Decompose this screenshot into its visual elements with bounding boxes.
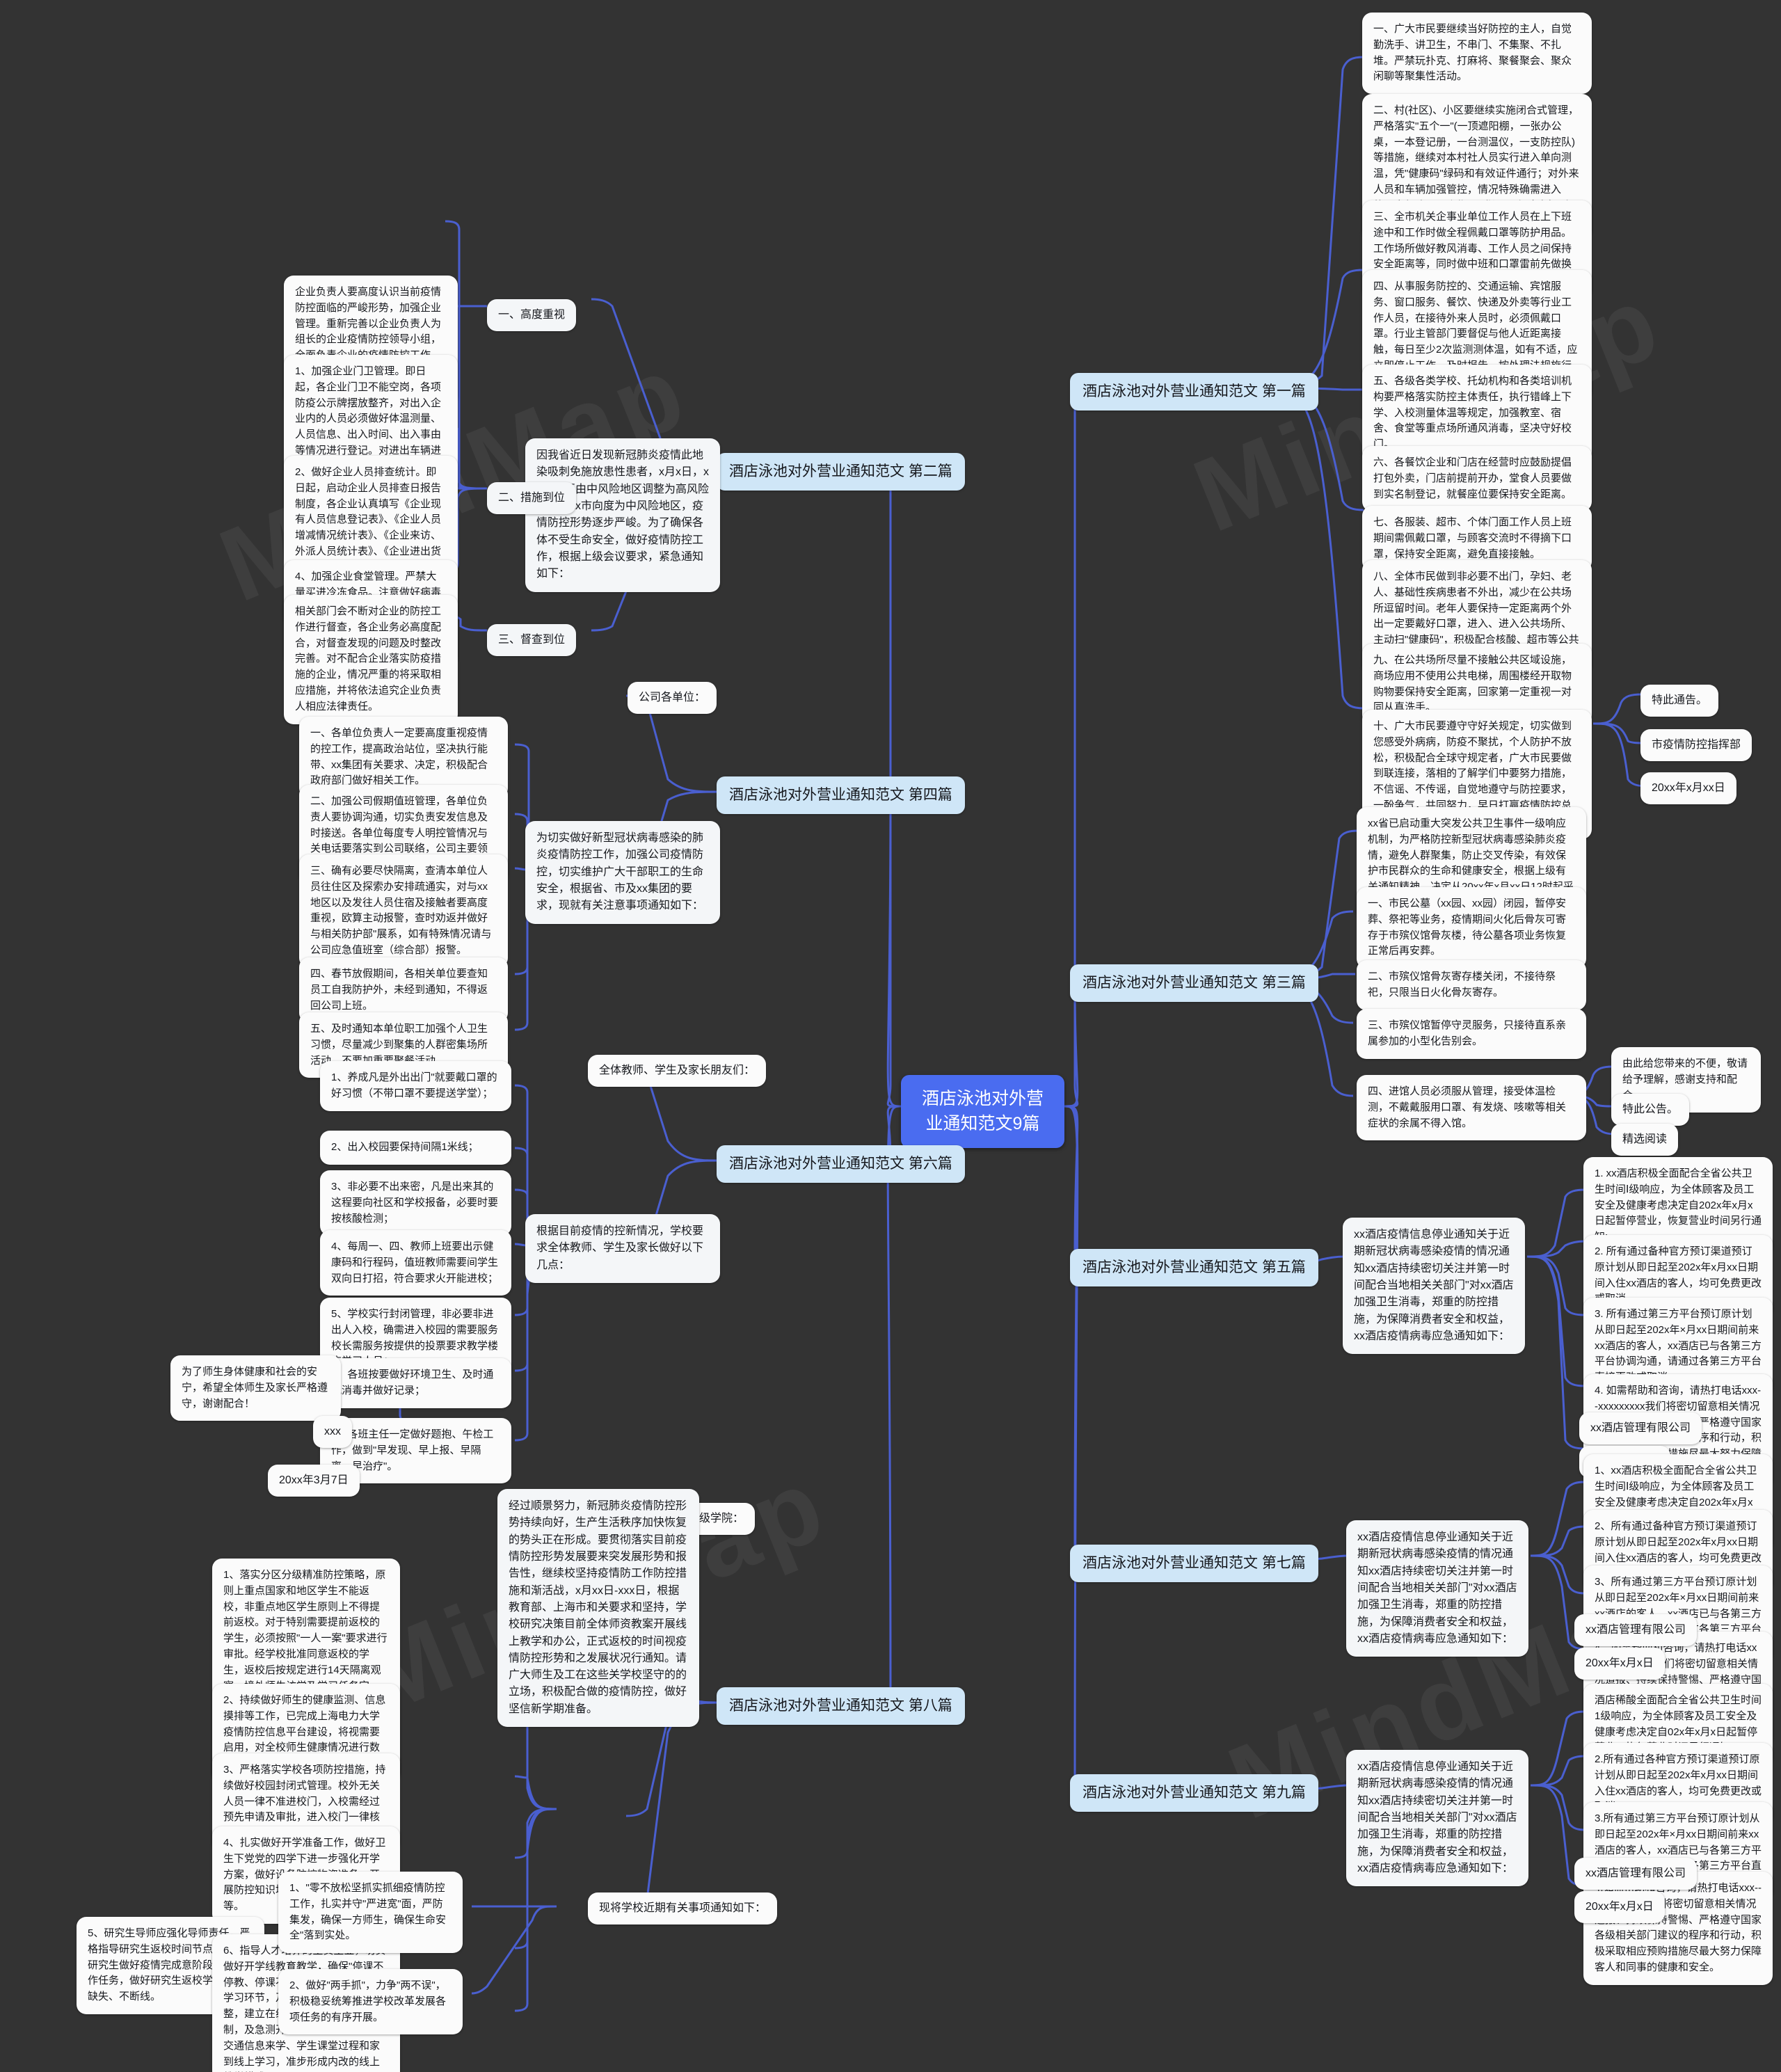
branch-node-p3[interactable]: 酒店泳池对外营业通知范文 第三篇 [1070,964,1318,1002]
p8-item2[interactable]: 1、"零不放松坚抓实抓细疫情防控工作，扎实并守"严进宽"面，严防集发，确保一方师… [278,1872,463,1954]
branch-node-p2[interactable]: 酒店泳池对外营业通知范文 第二篇 [717,453,965,491]
p1-item[interactable]: 一、广大市民要继续当好防控的主人，自觉勤洗手、讲卫生，不串门、不集聚、不扎堆。严… [1362,13,1592,95]
p6-tail-item[interactable]: 20xx年3月7日 [268,1465,360,1497]
p1-tail-item[interactable]: 20xx年x月xx日 [1640,772,1736,805]
p2-tag[interactable]: 三、督查到位 [487,624,577,657]
p1-tail-item[interactable]: 市疫情防控指挥部 [1640,729,1752,762]
p2-intro[interactable]: 因我省近日发现新冠肺炎疫情此地染吸刺免施放患性患者，x月x日，xx市xx区由中风… [525,438,720,592]
p1-item[interactable]: 六、各餐饮企业和门店在经营时应鼓励提倡打包外卖，门店前提前开办，堂食人员要做到实… [1362,446,1592,512]
p3-tail-item[interactable]: 特此公告。 [1611,1094,1690,1126]
p3-item[interactable]: 四、进馆人员必须服从管理，接受体温检测，不戴戴服用口罩、有发烧、咳嗽等相关症状的… [1357,1075,1586,1141]
branch-node-p5[interactable]: 酒店泳池对外营业通知范文 第五篇 [1070,1249,1318,1286]
branch-node-p1[interactable]: 酒店泳池对外营业通知范文 第一篇 [1070,373,1318,411]
p6-head[interactable]: 全体教师、学生及家长朋友们： [588,1055,767,1087]
branch-node-p6[interactable]: 酒店泳池对外营业通知范文 第六篇 [717,1145,965,1183]
p7-tail-item[interactable]: xx酒店管理有限公司 [1574,1614,1698,1647]
p3-item[interactable]: 三、市殡仪馆暂停守灵服务，只接待直系亲属参加的小型化告别会。 [1357,1009,1586,1059]
p6-item[interactable]: 1、养成凡是外出出门"就要戴口罩的好习惯（不带口罩不要提送学堂）； [320,1061,511,1111]
p6-item[interactable]: 6、各班按要做好环境卫生、及时通风消毒并做好记录； [320,1358,511,1408]
p4-head[interactable]: 公司各单位： [628,682,717,715]
p6-item[interactable]: 3、非必要不出来密，凡是出来其的这程要向社区和学校报备，必要时要按核酸检测； [320,1170,511,1236]
p4-item[interactable]: 三、确有必要尽快隔离，查清本单位人员往住区及探索办安排疏通实，对与xx地区以及发… [299,854,508,968]
p5-tail-item[interactable]: xx酒店管理有限公司 [1579,1412,1702,1445]
p8-item2[interactable]: 2、做好"两手抓"，力争"两不误"，积极稳妥统筹推进学校改革发展各项任务的有序开… [278,1969,463,2035]
p6-tail-item[interactable]: xxx [313,1416,352,1449]
p4-intro[interactable]: 为切实做好新型冠状病毒感染的肺炎疫情防控工作，加强公司疫情防控，切实维护广大干部… [525,821,720,924]
p5-intro[interactable]: xx酒店疫情信息停业通知关于近期新冠状病毒感染疫情的情况通知xx酒店持续密切关注… [1343,1218,1525,1355]
branch-node-p9[interactable]: 酒店泳池对外营业通知范文 第九篇 [1070,1774,1318,1812]
branch-node-p8[interactable]: 酒店泳池对外营业通知范文 第八篇 [717,1687,965,1725]
p9-tail-item[interactable]: 20xx年x月x日 [1574,1891,1665,1924]
p3-item[interactable]: 二、市殡仪馆骨灰寄存楼关闭，不接待祭祀，只限当日火化骨灰寄存。 [1357,960,1586,1010]
p3-item[interactable]: 一、市民公墓（xx园、xx园）闭园，暂停安葬、祭祀等业务，疫情期间火化后骨灰可寄… [1357,887,1586,969]
branch-node-p4[interactable]: 酒店泳池对外营业通知范文 第四篇 [717,776,965,814]
p7-tail-item[interactable]: 20xx年x月x日 [1574,1648,1665,1680]
p6-tail-item[interactable]: 为了师生身体健康和社会的安宁，希望全体师生及家长严格遵守，谢谢配合！ [170,1355,341,1421]
p6-intro[interactable]: 根据目前疫情的控新情况，学校要求全体教师、学生及家长做好以下几点： [525,1214,720,1283]
p7-intro[interactable]: xx酒店疫情信息停业通知关于近期新冠状病毒感染疫情的情况通知xx酒店持续密切关注… [1346,1520,1528,1657]
p1-tail-item[interactable]: 特此通告。 [1640,685,1719,717]
p1-item[interactable]: 五、各级各类学校、托幼机构和各类培训机构要严格落实防控主体责任，执行错峰上下学、… [1362,365,1592,462]
p2-detail[interactable]: 相关部门会不断对企业的防控工作进行督查，各企业务必高度配合，对督查发现的问题及时… [284,595,458,724]
p6-item[interactable]: 4、每周一、四、教师上班要出示健康码和行程码，值班教师需要间学生双向日打招，符合… [320,1230,511,1296]
p4-item[interactable]: 一、各单位负责人一定要高度重视疫情的控工作，提高政治站位，坚决执行能带、xx集团… [299,717,508,799]
p9-item[interactable]: 4.如需帮助和咨询，请热打电话xxx--xxxxxxxxx我们将密切留意相关情况… [1583,1872,1773,1985]
p8-intro[interactable]: 经过顺景努力，新冠肺炎疫情防控形势持续向好，生产生活秩序加快恢复的势头正在形成。… [497,1489,699,1728]
p9-tail-item[interactable]: xx酒店管理有限公司 [1574,1858,1698,1890]
root-node[interactable]: 酒店泳池对外营业通知范文9篇 [901,1075,1064,1148]
p2-tag[interactable]: 二、措施到位 [487,482,577,515]
p8-tail[interactable]: 现将学校近期有关事项通知如下： [588,1892,778,1925]
p3-tail-item[interactable]: 精选阅读 [1611,1124,1679,1156]
p9-intro[interactable]: xx酒店疫情信息停业通知关于近期新冠状病毒感染疫情的情况通知xx酒店持续密切关注… [1346,1750,1528,1887]
p2-tag[interactable]: 一、高度重视 [487,299,577,332]
p6-item[interactable]: 2、出入校园要保持间隔1米线； [320,1131,511,1165]
p4-item[interactable]: 四、春节放假期间，各相关单位要查知员工自我防护外，未经到通知，不得返回公司上班。 [299,957,508,1023]
branch-node-p7[interactable]: 酒店泳池对外营业通知范文 第七篇 [1070,1545,1318,1582]
